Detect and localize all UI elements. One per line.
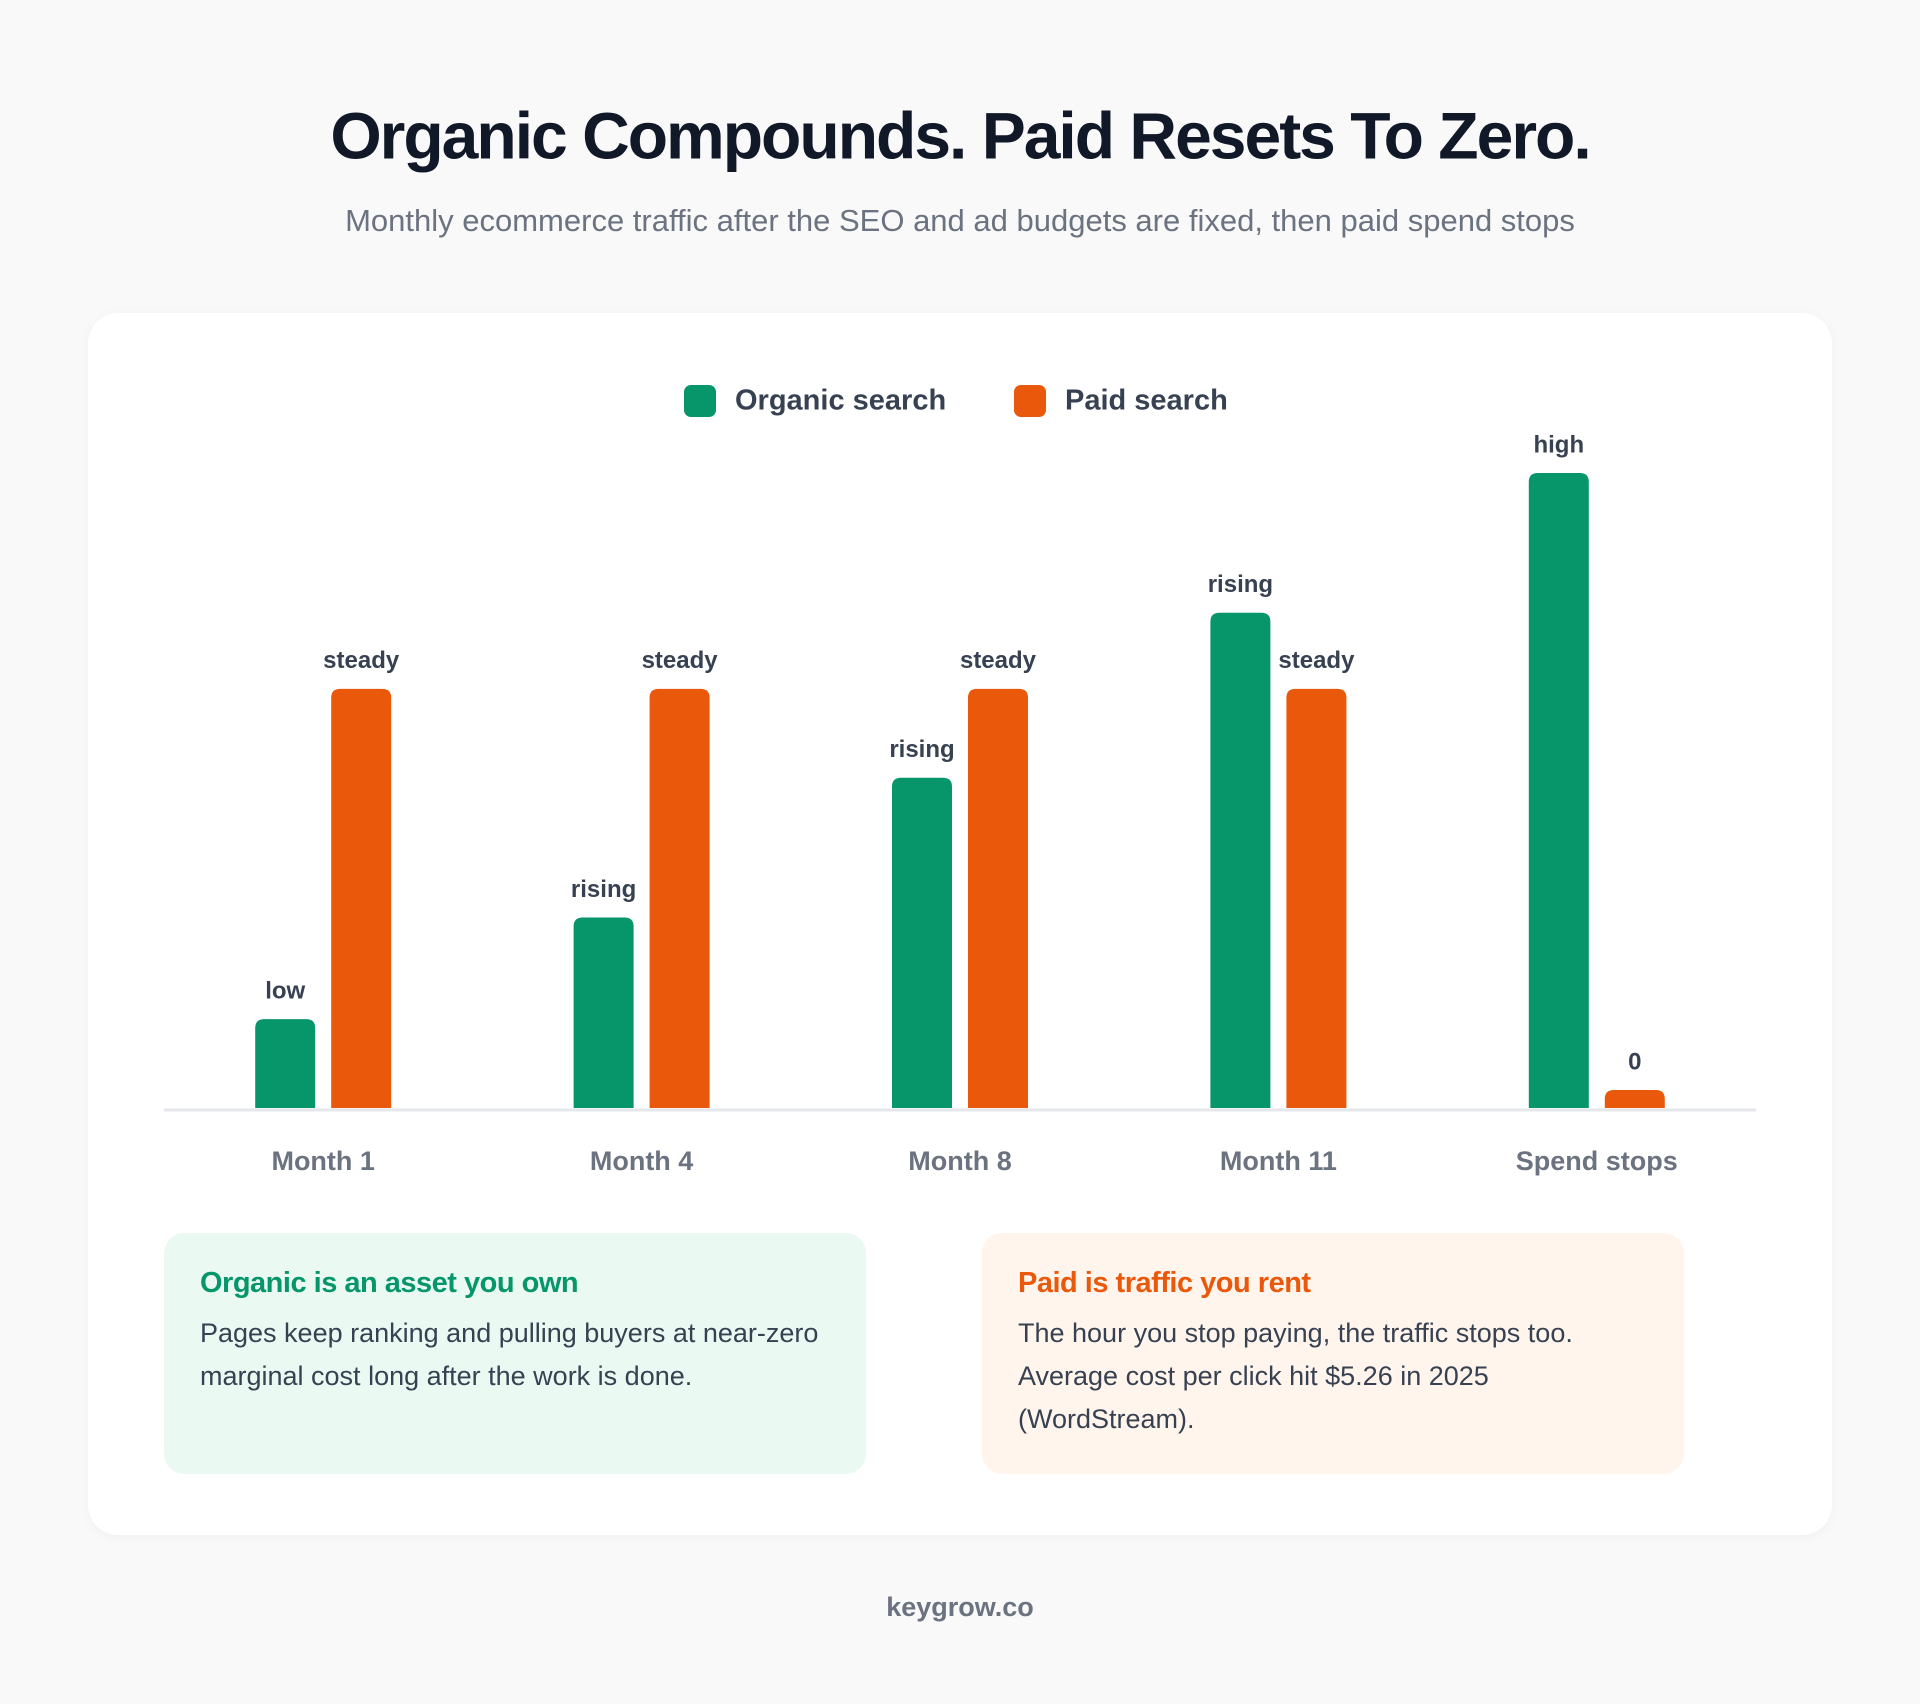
bar [1604, 1090, 1665, 1108]
x-tick-label: Month 4 [590, 1146, 693, 1176]
x-tick-label: Month 8 [908, 1146, 1011, 1176]
data-label: steady [960, 647, 1037, 674]
note-title: Organic is an asset you own [200, 1267, 579, 1299]
x-tick-label: Spend stops [1516, 1146, 1678, 1176]
legend-swatch [684, 385, 716, 417]
data-label: rising [1208, 571, 1273, 598]
data-label: rising [889, 736, 954, 763]
chart-subtitle: Monthly ecommerce traffic after the SEO … [345, 203, 1575, 238]
note-organic: Organic is an asset you own Pages keep r… [164, 1233, 866, 1474]
x-tick-label: Month 1 [271, 1146, 374, 1176]
data-label: rising [571, 876, 636, 903]
data-label: low [265, 977, 305, 1004]
bar [892, 777, 952, 1108]
bar [255, 1019, 316, 1108]
legend-swatch [1014, 385, 1046, 417]
data-label: steady [642, 647, 719, 674]
legend-label: Organic search [735, 385, 946, 417]
data-label: steady [323, 647, 400, 674]
note-paid: Paid is traffic you rent The hour you st… [982, 1233, 1684, 1474]
bar [968, 688, 1028, 1108]
bar [1210, 612, 1271, 1108]
bar [331, 688, 392, 1108]
legend-label: Paid search [1065, 385, 1228, 417]
bar [1286, 688, 1347, 1108]
note-title: Paid is traffic you rent [1018, 1267, 1311, 1299]
data-label: 0 [1628, 1048, 1641, 1075]
bar [649, 688, 710, 1108]
x-tick-label: Month 11 [1220, 1146, 1337, 1176]
bar [1528, 473, 1589, 1108]
note-body: The hour you stop paying, the traffic st… [1018, 1318, 1573, 1434]
chart-title: Organic Compounds. Paid Resets To Zero. [330, 98, 1589, 172]
data-label: steady [1278, 647, 1355, 674]
data-label: high [1533, 431, 1584, 458]
note-body: Pages keep ranking and pulling buyers at… [200, 1318, 819, 1391]
bar [573, 917, 634, 1108]
footer: keygrow.co [886, 1592, 1034, 1622]
